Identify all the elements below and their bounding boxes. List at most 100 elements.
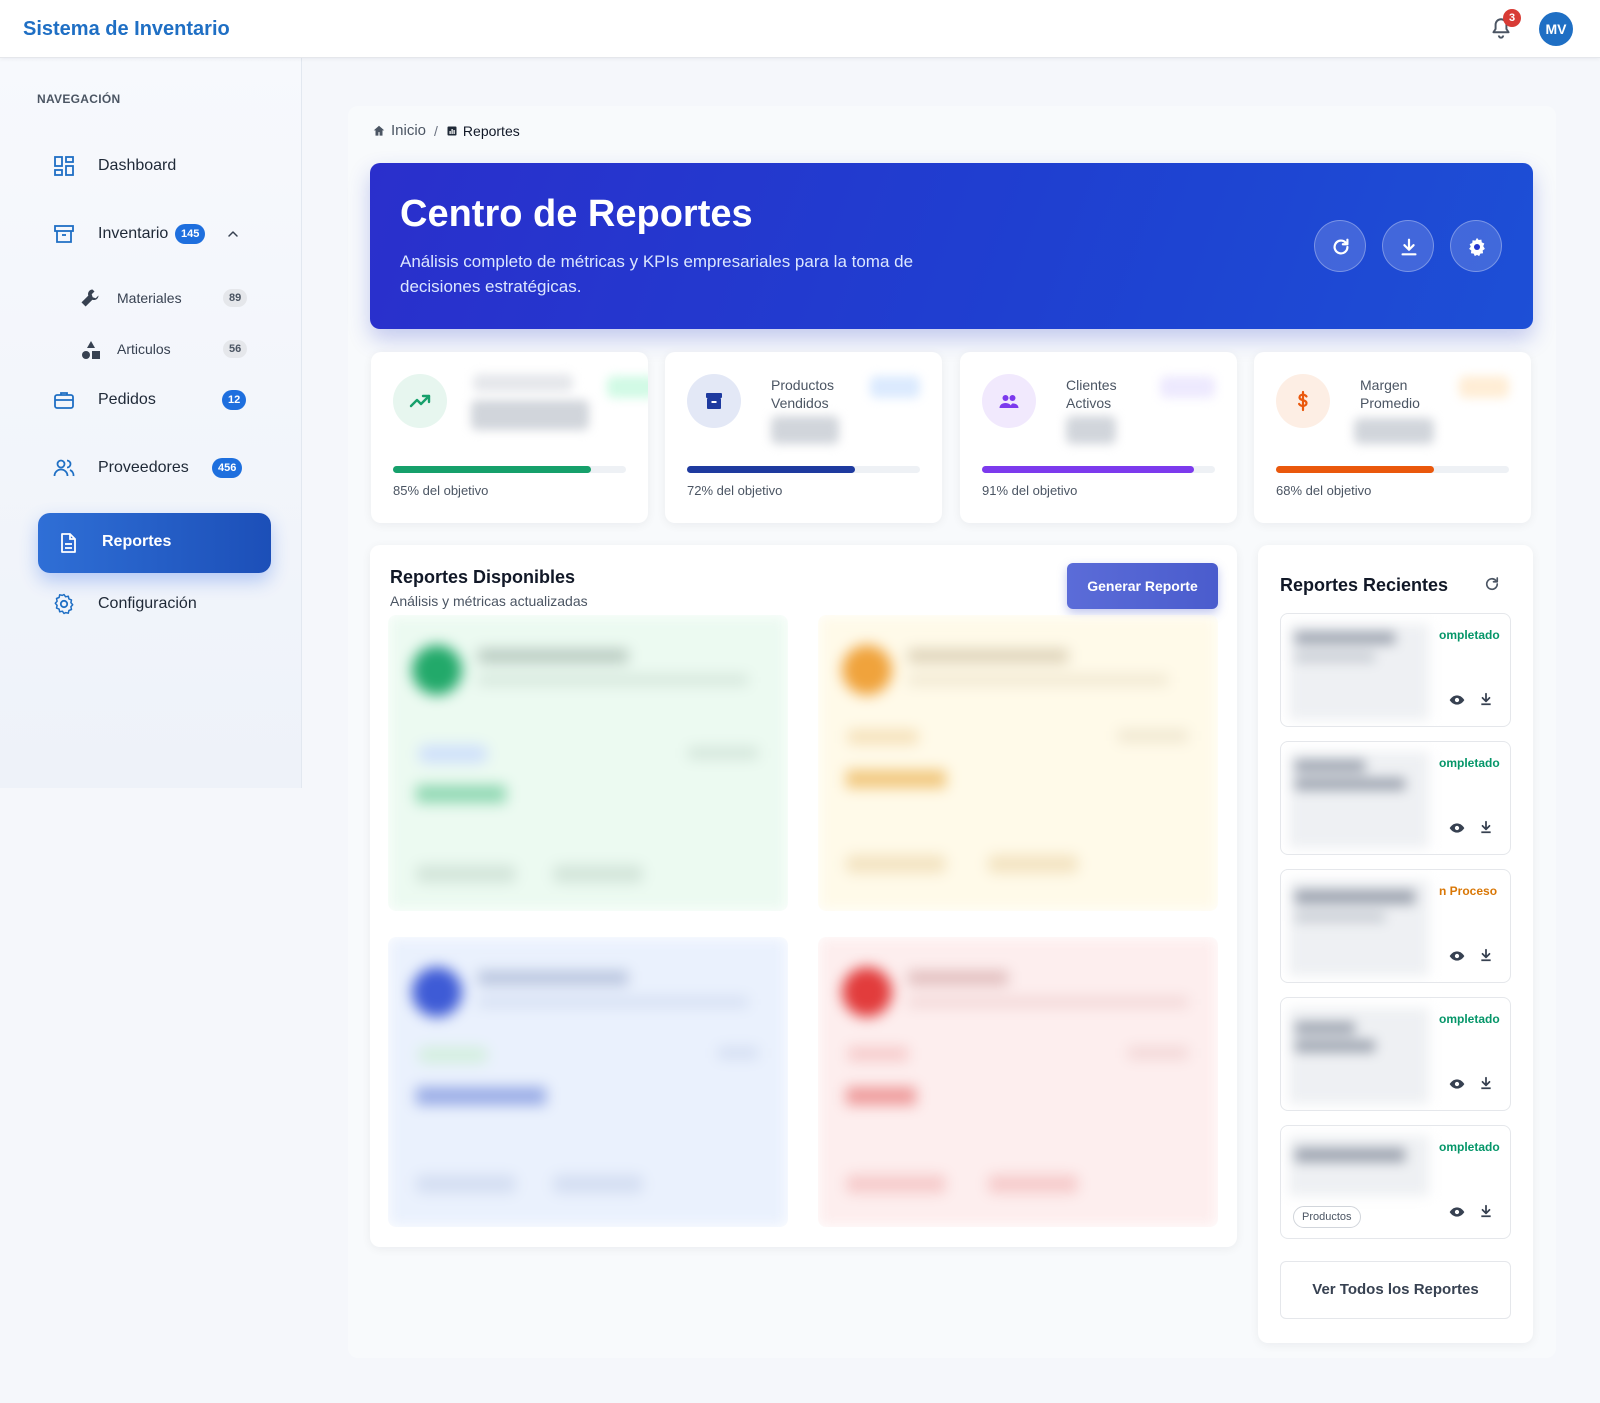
status-badge: ompletado xyxy=(1439,1012,1500,1026)
dollar-icon xyxy=(1298,390,1308,412)
refresh-icon xyxy=(1333,238,1349,255)
eye-icon[interactable] xyxy=(1449,1204,1465,1220)
sidebar-item-label: Pedidos xyxy=(98,391,156,408)
archive-icon xyxy=(706,393,722,409)
blurred-trend-badge xyxy=(1459,376,1509,398)
kpi-progress-track xyxy=(687,466,920,473)
sidebar-item-configuracion[interactable]: Configuración xyxy=(0,586,300,622)
users-icon xyxy=(53,459,75,477)
kpi-note: 85% del objetivo xyxy=(393,483,489,498)
shapes-icon xyxy=(82,341,100,359)
sidebar: NAVEGACIÓN Dashboard Inventario 145 Mate… xyxy=(0,58,302,788)
top-bar: Sistema de Inventario 3 MV xyxy=(0,0,1600,58)
kpi-label: Clientes Activos xyxy=(1066,377,1117,411)
download-icon[interactable] xyxy=(1479,1204,1493,1218)
view-all-reports-button[interactable]: Ver Todos los Reportes xyxy=(1280,1261,1511,1319)
kpi-card[interactable]: Productos Vendidos 72% del objetivo xyxy=(665,352,942,523)
sidebar-item-label: Reportes xyxy=(102,533,172,550)
recent-reports-panel: Reportes Recientes ompletado ompletado n… xyxy=(1258,545,1533,1343)
kpi-note: 72% del objetivo xyxy=(687,483,783,498)
sidebar-item-label: Configuración xyxy=(98,595,197,612)
sidebar-item-label: Dashboard xyxy=(98,157,177,174)
materiales-count-badge: 89 xyxy=(223,289,248,307)
sidebar-subitem-materiales[interactable]: Materiales 89 xyxy=(0,282,300,314)
kpi-progress-fill xyxy=(687,466,855,473)
avatar[interactable]: MV xyxy=(1539,12,1573,46)
breadcrumb-current: Reportes xyxy=(462,122,520,139)
report-card[interactable] xyxy=(818,615,1218,911)
dashboard-icon xyxy=(54,156,74,176)
articulos-count-badge: 56 xyxy=(223,340,248,358)
download-button[interactable] xyxy=(1382,220,1434,272)
kpi-icon-wrap xyxy=(1276,374,1330,428)
panel-title: Reportes Disponibles xyxy=(390,567,576,587)
status-badge: n Proceso xyxy=(1439,884,1498,898)
panel-subtitle: Análisis y métricas actualizadas xyxy=(390,593,588,609)
blurred-card-content xyxy=(388,615,788,911)
archive-icon xyxy=(54,225,74,243)
report-card[interactable] xyxy=(818,937,1218,1227)
eye-icon[interactable] xyxy=(1449,692,1465,708)
page-subtitle: Análisis completo de métricas y KPIs emp… xyxy=(400,252,914,296)
blurred-trend-badge xyxy=(1160,376,1215,398)
sidebar-item-label: Proveedores xyxy=(98,459,189,476)
wrench-icon xyxy=(81,289,99,307)
kpi-card[interactable]: Clientes Activos 91% del objetivo xyxy=(960,352,1237,523)
blurred-value xyxy=(1066,416,1116,444)
sidebar-item-reportes[interactable]: Reportes xyxy=(38,513,271,573)
blurred-item-content xyxy=(1289,880,1429,976)
recent-report-item[interactable]: ompletado xyxy=(1280,741,1511,855)
kpi-progress-fill xyxy=(1276,466,1435,473)
notification-badge: 3 xyxy=(1503,9,1521,27)
nav-heading: NAVEGACIÓN xyxy=(37,92,121,106)
blurred-item-content xyxy=(1289,752,1429,848)
blurred-trend-badge xyxy=(870,376,920,398)
breadcrumb-home[interactable]: Inicio xyxy=(391,122,427,139)
eye-icon[interactable] xyxy=(1449,948,1465,964)
refresh-icon[interactable] xyxy=(1483,575,1501,593)
generate-report-button[interactable]: Generar Reporte xyxy=(1067,563,1218,609)
sidebar-item-proveedores[interactable]: Proveedores 456 xyxy=(0,450,300,486)
settings-button[interactable] xyxy=(1450,220,1502,272)
kpi-card[interactable]: 85% del objetivo xyxy=(371,352,648,523)
blurred-item-content xyxy=(1289,624,1429,720)
trend-up-icon xyxy=(409,394,431,408)
blurred-item-content xyxy=(1289,1136,1429,1198)
blurred-value xyxy=(1354,418,1434,444)
sidebar-item-label: Materiales xyxy=(117,290,182,306)
sidebar-item-inventario[interactable]: Inventario 145 xyxy=(0,216,300,252)
kpi-progress-fill xyxy=(393,466,592,473)
eye-icon[interactable] xyxy=(1449,1076,1465,1092)
kpi-label: Productos Vendidos xyxy=(771,377,835,411)
sidebar-item-dashboard[interactable]: Dashboard xyxy=(0,148,300,184)
chevron-up-icon[interactable] xyxy=(225,226,241,242)
recent-report-item[interactable]: ompletado xyxy=(1280,997,1511,1111)
report-card[interactable] xyxy=(388,615,788,911)
download-icon[interactable] xyxy=(1479,692,1493,706)
download-icon[interactable] xyxy=(1479,820,1493,834)
kpi-card[interactable]: Margen Promedio 68% del objetivo xyxy=(1254,352,1531,523)
refresh-button[interactable] xyxy=(1314,220,1366,272)
blurred-label xyxy=(473,374,573,392)
sidebar-item-pedidos[interactable]: Pedidos 12 xyxy=(0,382,300,418)
recent-report-item[interactable]: ompletado Productos xyxy=(1280,1125,1511,1239)
download-icon[interactable] xyxy=(1479,948,1493,962)
category-tag: Productos xyxy=(1293,1206,1361,1228)
recent-report-item[interactable]: ompletado xyxy=(1280,613,1511,727)
blurred-trend-badge xyxy=(607,376,648,398)
eye-icon[interactable] xyxy=(1449,820,1465,836)
status-badge: ompletado xyxy=(1439,628,1500,642)
gear-icon xyxy=(54,593,74,615)
blurred-item-content xyxy=(1289,1008,1429,1104)
kpi-progress-track xyxy=(982,466,1215,473)
document-icon xyxy=(61,533,76,553)
kpi-icon-wrap xyxy=(687,374,741,428)
breadcrumb: Inicio / Reportes xyxy=(372,122,520,139)
report-card[interactable] xyxy=(388,937,788,1227)
sidebar-subitem-articulos[interactable]: Articulos 56 xyxy=(0,333,300,365)
breadcrumb-separator: / xyxy=(434,122,438,139)
download-icon[interactable] xyxy=(1479,1076,1493,1090)
app-title[interactable]: Sistema de Inventario xyxy=(23,18,230,40)
proveedores-count-badge: 456 xyxy=(212,458,243,478)
recent-report-item[interactable]: n Proceso xyxy=(1280,869,1511,983)
